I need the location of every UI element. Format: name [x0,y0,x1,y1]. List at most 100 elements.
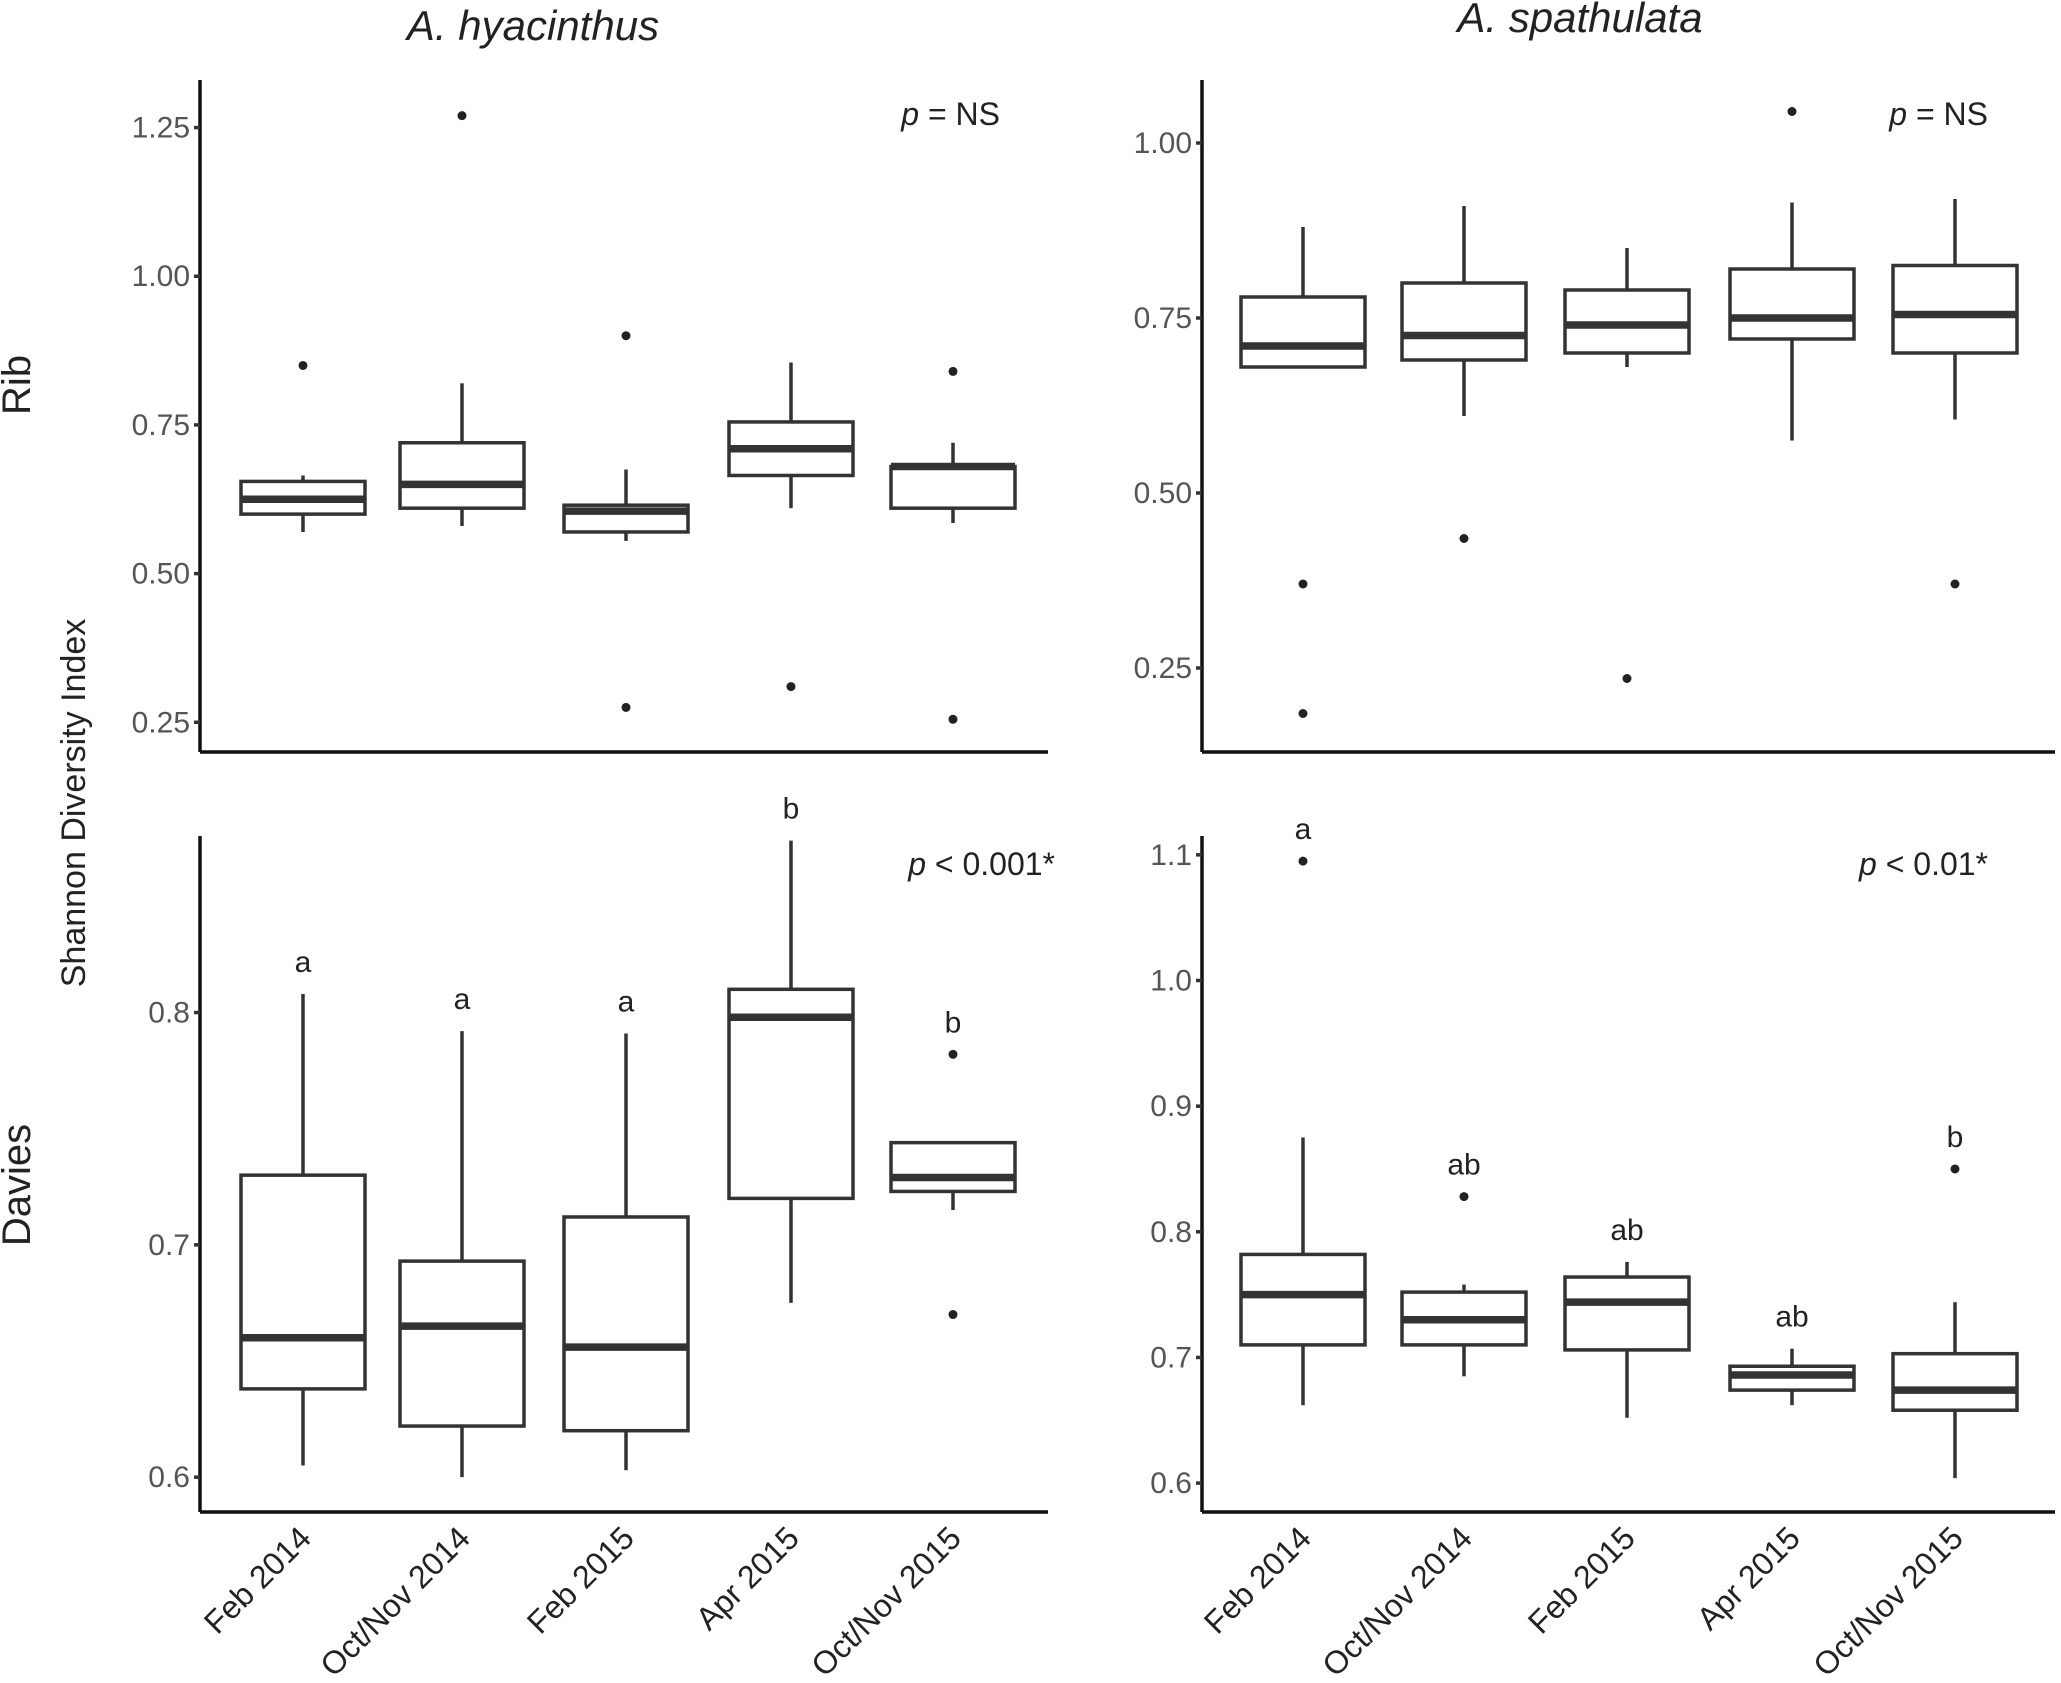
y-tick-label: 0.9 [1150,1090,1192,1123]
y-tick-label: 0.50 [1134,477,1192,510]
y-tick-label: 1.00 [132,260,190,293]
outlier-point [621,331,631,341]
outlier-point [1298,856,1308,866]
iqr-box [239,1173,367,1391]
group-letter: ab [1610,1214,1643,1247]
x-tick-label: Oct/Nov 2014 [313,1519,477,1683]
x-tick-label: Oct/Nov 2015 [1806,1519,1970,1683]
box-apr-2015: ab [1728,1301,1856,1406]
y-axis-label: Shannon Diversity Index [55,619,93,988]
p-value-label: p < 0.001* [907,846,1055,882]
iqr-box [889,464,1017,510]
box-oct-nov-2015 [1891,199,2019,589]
y-tick-label: 0.7 [1150,1341,1192,1374]
p-value-text: < 0.01* [1877,846,1988,882]
group-letter: b [1947,1121,1964,1154]
box-feb-2014: a [239,946,367,1466]
p-value-text: = NS [1907,96,1988,132]
group-letter: a [618,985,635,1018]
x-tick-label: Oct/Nov 2015 [804,1519,968,1683]
box-oct-nov-2014: ab [1400,1149,1528,1377]
y-tick-label: 0.8 [1150,1216,1192,1249]
box-feb-2015 [562,331,690,712]
outlier-point [786,682,796,692]
p-value-text: < 0.001* [926,846,1055,882]
p-value-label: p < 0.01* [1858,846,1988,882]
iqr-box [1563,1275,1691,1352]
iqr-box [1891,1351,2019,1412]
y-tick-label: 0.25 [1134,652,1192,685]
outlier-point [948,714,958,724]
outlier-point [621,702,631,712]
iqr-box [1239,295,1367,369]
y-tick-label: 0.75 [1134,302,1192,335]
column-title-hyacinthus: A. hyacinthus [404,2,659,49]
p-value-prefix: p [1888,96,1907,132]
iqr-box [1891,263,2019,355]
row-label-davies: Davies [0,1124,39,1246]
panel-rib-hyacinthus: 0.25 0.50 0.75 1.00 1.25 p = NS [132,80,1048,754]
p-value-label: p = NS [1888,96,1988,132]
iqr-box [1728,267,1856,341]
y-tick-label: 0.25 [132,706,190,739]
box-oct-nov-2015 [889,366,1017,724]
y-tick-label: 0.50 [132,558,190,591]
box-oct-nov-2014: a [398,983,526,1478]
outlier-point [1298,579,1308,589]
y-tick-label: 1.1 [1150,839,1192,872]
box-feb-2015: ab [1563,1214,1691,1418]
outlier-point [1459,1192,1469,1202]
group-letter: ab [1775,1301,1808,1334]
x-tick-label: Feb 2014 [197,1519,318,1640]
row-label-rib: Rib [0,355,39,415]
iqr-box [562,1215,690,1433]
x-tick-label: Feb 2014 [1197,1519,1318,1640]
p-value-text: = NS [919,96,1000,132]
group-letter: a [295,946,312,979]
box-oct-nov-2015: b [1891,1121,2019,1479]
y-tick-label: 1.00 [1134,127,1192,160]
box-apr-2015 [727,362,855,692]
box-apr-2015: b [727,793,855,1303]
iqr-box [1400,281,1528,362]
y-tick-label: 0.6 [148,1461,190,1494]
y-tick-label: 0.75 [132,409,190,442]
box-apr-2015 [1728,107,1856,441]
outlier-point [948,1049,958,1059]
box-feb-2015: a [562,985,690,1471]
y-tick-label: 0.6 [1150,1467,1192,1500]
x-tick-label: Apr 2015 [1690,1519,1807,1636]
iqr-box [398,1259,526,1428]
box-feb-2015 [1563,248,1691,683]
outlier-point [1298,709,1308,718]
p-value-prefix: p [907,846,926,882]
iqr-box [889,1140,1017,1194]
iqr-box [398,441,526,510]
box-oct-nov-2014 [1400,206,1528,543]
x-tick-label: Apr 2015 [689,1519,806,1636]
group-letter: b [783,793,800,826]
group-letter: ab [1447,1149,1480,1182]
outlier-point [1950,1164,1960,1174]
x-tick-label: Oct/Nov 2014 [1315,1519,1479,1683]
outlier-point [1459,534,1469,543]
y-tick-label: 1.25 [132,112,190,145]
y-tick-label: 0.8 [148,997,190,1030]
outlier-point [298,360,308,370]
box-feb-2014 [1239,227,1367,718]
outlier-point [1950,579,1960,589]
panel-rib-spathulata: 0.25 0.50 0.75 1.00 p = NS [1134,80,2055,754]
panel-davies-spathulata: 0.6 0.7 0.8 0.9 1.0 1.1 a Feb 2014 ab Oct/Nov 201… [1150,813,2055,1683]
outlier-point [948,1310,958,1320]
box-feb-2014 [239,360,367,532]
p-value-prefix: p [1858,846,1877,882]
column-title-spathulata: A. spathulata [1454,0,1702,41]
y-tick-label: 1.0 [1150,964,1192,997]
y-tick-label: 0.7 [148,1229,190,1262]
outlier-point [1622,674,1632,683]
panel-davies-hyacinthus: 0.6 0.7 0.8 a Feb 2014 a Oct/Nov 2014 a Feb 2015… [148,793,1055,1683]
x-tick-label: Feb 2015 [520,1519,641,1640]
outlier-point [948,366,958,376]
group-letter: a [1295,813,1312,846]
